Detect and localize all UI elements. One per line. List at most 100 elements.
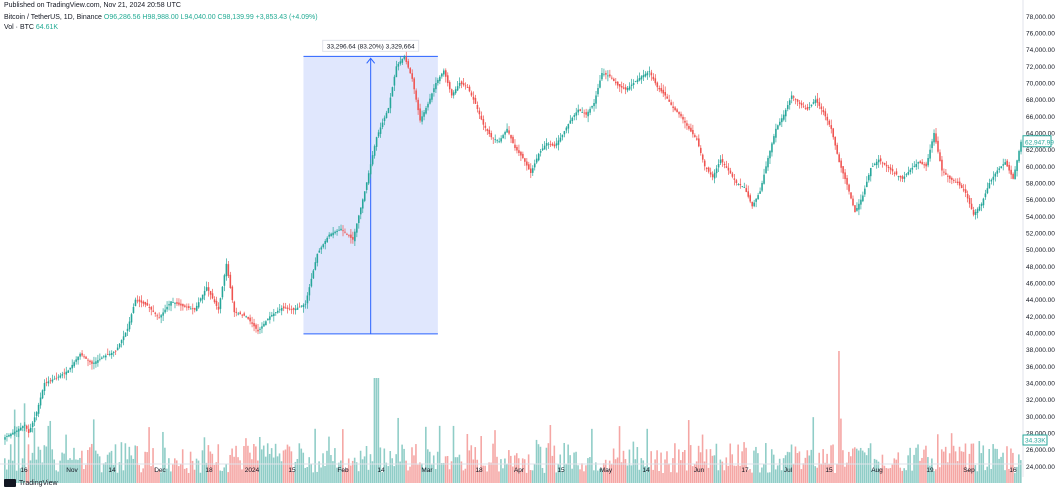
candle-body (91, 361, 93, 364)
time-axis[interactable]: 16 Nov 14 Dec 18 2024 15 Feb 14 Mar 18 Apr 15 May 14 Ju… (0, 463, 1023, 474)
candle-body (504, 131, 506, 135)
volume-bar (1006, 446, 1008, 483)
volume-bar (411, 447, 413, 483)
candle-body (585, 112, 587, 115)
candle-body (761, 183, 763, 191)
volume-bar (347, 458, 350, 483)
volume-bar (166, 468, 168, 483)
candle-body (976, 209, 979, 213)
price-tick-label: 64,000.00 (1026, 131, 1055, 138)
volume-bar (772, 454, 775, 483)
candle-body (209, 291, 212, 295)
volume-bar (909, 447, 911, 483)
candle-body (61, 374, 64, 376)
volume-bar (600, 468, 603, 483)
volume-bar (676, 472, 678, 483)
candle-body (93, 362, 95, 364)
volume-bar (369, 454, 372, 483)
volume-label[interactable]: Vol · BTC (4, 24, 34, 31)
volume-bar (693, 463, 696, 483)
candle-body (836, 144, 838, 154)
volume-bar (721, 461, 724, 483)
candle-body (962, 189, 965, 191)
volume-bar (962, 451, 965, 483)
price-axis[interactable]: 24,000.00 26,000.00 28,000.00 30,000.00 32,0… (1022, 0, 1055, 477)
volume-bar (840, 418, 842, 483)
measure-label-box (322, 39, 420, 52)
volume-bar (227, 472, 229, 483)
candle-body (820, 106, 823, 110)
volume-bar (893, 458, 896, 483)
candle-body (530, 168, 532, 173)
volume-bar (541, 467, 544, 483)
candle-body (140, 300, 143, 303)
volume-bar (739, 465, 741, 483)
candle-body (55, 377, 58, 379)
tradingview-logo[interactable]: TradingView (4, 479, 58, 487)
chart-legend: Bitcoin / TetherUS, 1D, Binance O96,286.… (4, 13, 318, 33)
candle-body (334, 231, 336, 234)
candle-body (581, 112, 583, 113)
candle-body (387, 108, 390, 114)
candle-body (10, 433, 12, 437)
volume-bar (466, 433, 469, 483)
candle-body (245, 316, 247, 318)
candle-body (654, 78, 657, 84)
time-tick-label: 14 (108, 467, 116, 474)
volume-bar (233, 456, 235, 483)
candle-body (377, 132, 380, 137)
volume-bar (231, 448, 233, 483)
candle-body (1020, 141, 1022, 152)
candle-body (492, 137, 495, 139)
candle-body (741, 186, 744, 187)
candle-body (956, 181, 959, 183)
candle-body (41, 390, 44, 399)
volume-bar (25, 469, 28, 483)
candle-body (587, 111, 589, 117)
candle-body (136, 300, 139, 302)
candle-body (399, 61, 402, 64)
volume-bar (848, 451, 850, 483)
candle-body (354, 231, 356, 242)
volume-bar (373, 378, 376, 483)
candle-body (660, 88, 663, 92)
volume-bar (124, 443, 127, 483)
candle-body (199, 298, 202, 301)
volume-bar (808, 455, 811, 483)
candle-body (1002, 164, 1005, 166)
volume-bar (662, 473, 664, 483)
volume-bar (468, 450, 471, 483)
volume-bar (757, 453, 759, 483)
volume-bar (998, 458, 1000, 483)
volume-bar (399, 461, 401, 483)
candle-body (547, 143, 550, 145)
volume-bar (911, 470, 913, 483)
volume-bar (595, 462, 597, 483)
candle-body (371, 155, 374, 165)
tradingview-icon (4, 479, 16, 487)
candle-body (933, 133, 935, 143)
volume-bar (598, 468, 601, 483)
volume-bar (381, 472, 384, 483)
price-range-measure[interactable]: 33,296.64 (83.20%) 3,329,664 (303, 39, 438, 335)
time-tick-label: Aug (871, 467, 883, 474)
candle-body (923, 164, 925, 166)
candle-body (786, 105, 789, 110)
symbol-title[interactable]: Bitcoin / TetherUS, 1D, Binance (4, 14, 102, 21)
candle-body (943, 171, 945, 173)
candle-body (31, 422, 34, 428)
candle-body (717, 164, 720, 168)
candle-body (367, 173, 370, 184)
candle-body (913, 165, 916, 167)
time-tick-label: 14 (642, 467, 650, 474)
volume-bar (126, 459, 129, 483)
candle-body (59, 375, 62, 378)
candle-body (565, 127, 568, 131)
volume-bar (618, 426, 621, 483)
volume-bar (45, 446, 48, 483)
candle-body (508, 130, 510, 134)
candle-body (887, 166, 890, 168)
candle-body (310, 278, 313, 287)
candle-body (496, 140, 498, 142)
